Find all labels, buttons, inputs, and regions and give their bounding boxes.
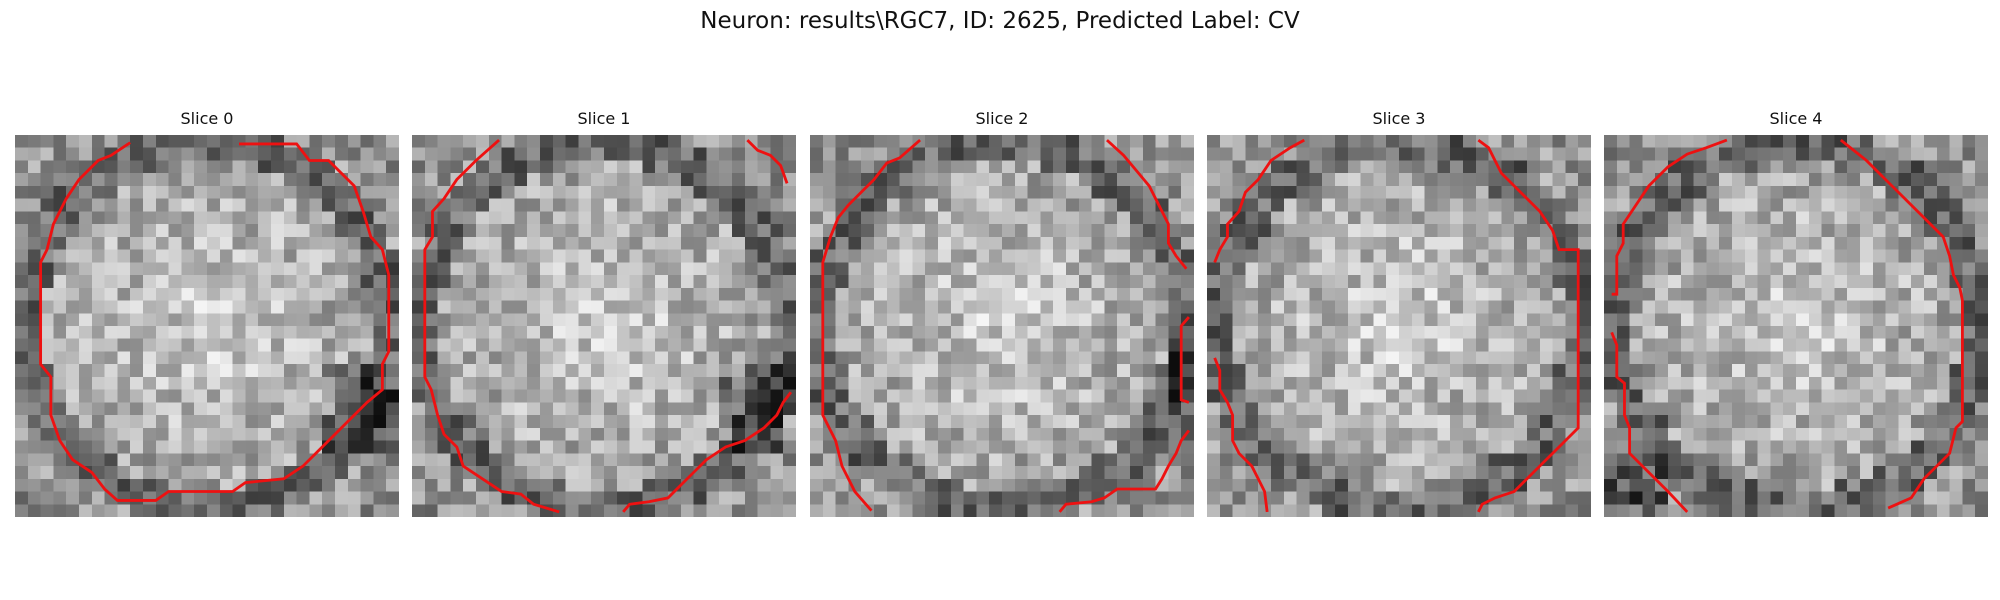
segmentation-contour (821, 139, 922, 512)
segmentation-contour (1213, 357, 1269, 513)
segmentation-contour (423, 139, 560, 514)
segmentation-contour (746, 139, 789, 184)
segmentation-contour (622, 391, 793, 513)
segmentation-contour (39, 141, 391, 502)
slice-panel-0: Slice 0 (15, 109, 399, 517)
slice-panel-1: Slice 1 (412, 109, 796, 517)
slice-panel-2: Slice 2 (810, 109, 1194, 517)
slice-image (412, 135, 796, 517)
segmentation-contour (1611, 138, 1728, 296)
segmentation-contour (1058, 429, 1191, 513)
slice-panel-3: Slice 3 (1207, 109, 1591, 517)
slice-title: Slice 2 (975, 109, 1029, 128)
slice-panel-4: Slice 4 (1604, 109, 1988, 517)
segmentation-contour (1213, 138, 1305, 263)
slice-title: Slice 4 (1769, 109, 1823, 128)
slice-image (1604, 135, 1988, 517)
segmentation-contour (1106, 139, 1188, 270)
segmentation-contour (1179, 316, 1190, 404)
slice-image (810, 135, 1194, 517)
segmentation-contour (1839, 138, 1964, 510)
slice-title: Slice 0 (180, 109, 234, 128)
slice-image (1207, 135, 1591, 517)
segmentation-contour (1610, 331, 1689, 513)
segmentation-contour (1477, 138, 1580, 513)
slice-title: Slice 1 (577, 109, 631, 128)
slice-image (15, 135, 399, 517)
figure-title: Neuron: results\RGC7, ID: 2625, Predicte… (700, 8, 1300, 34)
slice-title: Slice 3 (1372, 109, 1426, 128)
